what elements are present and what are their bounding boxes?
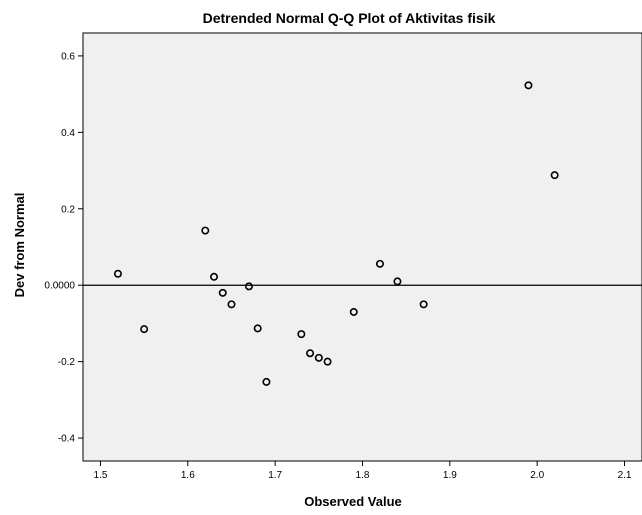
y-tick-label: -0.2 xyxy=(58,357,76,368)
chart-title: Detrended Normal Q-Q Plot of Aktivitas f… xyxy=(203,10,496,26)
data-point xyxy=(113,269,122,278)
data-points xyxy=(113,81,559,386)
data-point xyxy=(306,349,315,358)
x-tick-label: 1.7 xyxy=(268,470,282,481)
data-point xyxy=(323,357,332,366)
x-tick-label: 2.0 xyxy=(530,470,544,481)
data-point xyxy=(419,300,428,309)
data-point xyxy=(550,171,559,180)
x-tick-label: 1.8 xyxy=(356,470,370,481)
x-tick-label: 1.6 xyxy=(181,470,195,481)
data-point xyxy=(227,300,236,309)
data-point xyxy=(349,307,358,316)
y-tick-label: 0.6 xyxy=(61,51,75,62)
data-point xyxy=(140,325,149,334)
x-tick-label: 2.1 xyxy=(618,470,632,481)
y-tick-label: -0.4 xyxy=(58,434,76,445)
data-point xyxy=(201,226,210,235)
data-point xyxy=(218,288,227,297)
data-point xyxy=(244,282,253,291)
y-axis: -0.4 -0.2 0.0000 0.2 0.4 0.6 xyxy=(44,51,83,445)
y-tick-label: 0.0000 xyxy=(44,281,75,292)
x-axis: 1.5 1.6 1.7 1.8 1.9 2.0 2.1 xyxy=(94,461,632,481)
x-tick-label: 1.9 xyxy=(443,470,457,481)
data-point xyxy=(375,259,384,268)
y-tick-label: 0.2 xyxy=(61,204,75,215)
data-point xyxy=(210,272,219,281)
data-point xyxy=(393,277,402,286)
y-axis-label: Dev from Normal xyxy=(12,193,27,298)
data-point xyxy=(253,324,262,333)
data-point xyxy=(314,353,323,362)
x-axis-label: Observed Value xyxy=(304,494,402,509)
x-tick-label: 1.5 xyxy=(94,470,108,481)
data-point xyxy=(262,377,271,386)
plot-area xyxy=(82,32,642,462)
y-tick-label: 0.4 xyxy=(61,128,75,139)
data-point xyxy=(524,81,533,90)
data-point xyxy=(297,330,306,339)
